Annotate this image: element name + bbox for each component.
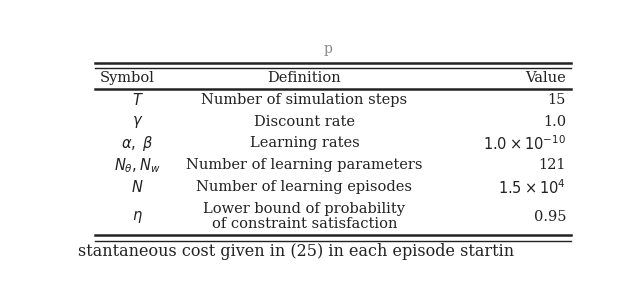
Text: Number of learning parameters: Number of learning parameters (186, 158, 422, 172)
Text: Number of learning episodes: Number of learning episodes (196, 180, 412, 194)
Text: 15: 15 (548, 93, 566, 107)
Text: $\gamma$: $\gamma$ (132, 114, 143, 130)
Text: 1.0: 1.0 (543, 114, 566, 129)
Text: Number of simulation steps: Number of simulation steps (202, 93, 408, 107)
Text: $N$: $N$ (131, 179, 144, 195)
Text: $N_{\theta},N_{w}$: $N_{\theta},N_{w}$ (115, 156, 161, 175)
Text: Lower bound of probability: Lower bound of probability (204, 202, 405, 217)
Text: Symbol: Symbol (100, 71, 155, 85)
Text: 121: 121 (539, 158, 566, 172)
Text: stantaneous cost given in (25) in each episode startin: stantaneous cost given in (25) in each e… (77, 243, 514, 260)
Text: 0.95: 0.95 (534, 210, 566, 224)
Text: Value: Value (525, 71, 566, 85)
Text: of constraint satisfaction: of constraint satisfaction (212, 217, 397, 231)
Text: $\eta$: $\eta$ (132, 209, 143, 225)
Text: Definition: Definition (268, 71, 341, 85)
Text: $T$: $T$ (132, 92, 143, 108)
Text: p: p (324, 42, 332, 56)
Text: Learning rates: Learning rates (250, 137, 359, 150)
Text: $\alpha,\ \beta$: $\alpha,\ \beta$ (122, 134, 154, 153)
Text: Discount rate: Discount rate (254, 114, 355, 129)
Text: $1.0 \times 10^{-10}$: $1.0 \times 10^{-10}$ (483, 134, 566, 153)
Text: $1.5 \times 10^{4}$: $1.5 \times 10^{4}$ (498, 178, 566, 196)
